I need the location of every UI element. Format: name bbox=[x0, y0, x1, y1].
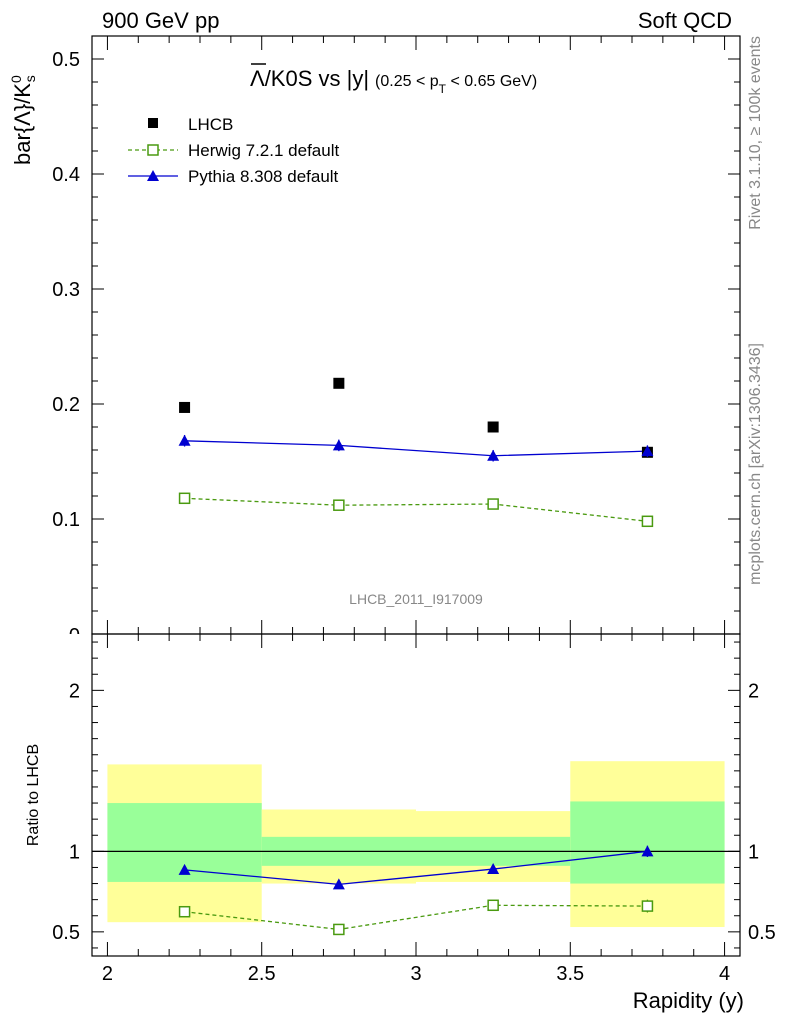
analysis-watermark: LHCB_2011_I917009 bbox=[349, 591, 483, 607]
ratio-y-axis-title: Ratio to LHCB bbox=[25, 744, 42, 846]
x-tick-label: 4 bbox=[719, 963, 730, 985]
legend-lhcb-label: LHCB bbox=[188, 115, 233, 134]
main-pythia-line-path bbox=[184, 440, 648, 457]
main-pythia-point-2 bbox=[487, 449, 500, 461]
ratio-pythia-point-2 bbox=[487, 863, 500, 875]
ratio-y-tick-label-right: 0.5 bbox=[748, 922, 776, 944]
main-pythia-point-0 bbox=[178, 434, 191, 446]
x-tick-labels: 2 2.5 3 3.5 4 bbox=[102, 963, 730, 985]
main-pythia-point-1 bbox=[332, 439, 345, 451]
ratio-pythia-line-path bbox=[184, 850, 648, 886]
ratio-green-band-3 bbox=[570, 801, 725, 884]
ratio-series-markers bbox=[178, 845, 654, 936]
main-y-tick-label: 0.1 bbox=[52, 509, 80, 531]
legend-lhcb-marker bbox=[148, 118, 158, 128]
main-herwig-point-1 bbox=[333, 499, 345, 511]
legend-herwig-marker bbox=[147, 144, 159, 156]
main-chart-title: Λ/K0S vs |y| (0.25 < pT < 0.65 GeV) bbox=[250, 66, 537, 96]
x-axis-title: Rapidity (y) bbox=[633, 988, 744, 1013]
ratio-y-tick-labels-right: 0.5 1 2 bbox=[748, 680, 776, 944]
ratio-plot-panel: 0.5 1 2 0.5 1 2 2 2.5 3 3.5 4 Ratio to LHCB Rapi… bbox=[25, 633, 776, 1013]
legend-herwig-label: Herwig 7.2.1 default bbox=[188, 141, 339, 160]
ratio-y-tick-label-left: 2 bbox=[69, 680, 80, 702]
header-right-label: Soft QCD bbox=[638, 8, 732, 33]
ratio-y-tick-label-left: 1 bbox=[69, 841, 80, 863]
main-y-tick-label: 0.5 bbox=[52, 49, 80, 71]
x-tick-label: 2 bbox=[102, 963, 113, 985]
main-y-tick-label: 0.4 bbox=[52, 164, 80, 186]
pythia-series-line-main bbox=[184, 440, 648, 457]
main-y-tick-label: 0.3 bbox=[52, 279, 80, 301]
main-herwig-point-2 bbox=[487, 498, 499, 510]
main-y-tick-label: 0.2 bbox=[52, 394, 80, 416]
main-herwig-line-path bbox=[184, 497, 648, 522]
ratio-y-tick-label-left: 0.5 bbox=[52, 922, 80, 944]
ratio-herwig-point-1 bbox=[333, 923, 345, 936]
pythia-series-line-ratio bbox=[184, 850, 648, 886]
main-pythia-point-3 bbox=[641, 445, 654, 457]
ratio-uncertainty-bands bbox=[107, 761, 725, 928]
main-y-tick-labels: 0.1 0.2 0.3 0.4 0.5 bbox=[52, 49, 80, 531]
legend-pythia-label: Pythia 8.308 default bbox=[188, 167, 339, 186]
ratio-pythia-point-3 bbox=[641, 845, 654, 857]
main-herwig-point-3 bbox=[641, 515, 654, 528]
legend-pythia-marker bbox=[147, 170, 159, 181]
legend: LHCB Herwig 7.2.1 default Pythia 8.308 d… bbox=[128, 115, 339, 186]
ratio-pythia-point-1 bbox=[332, 878, 345, 890]
ratio-y-tick-labels-left: 0.5 1 2 bbox=[52, 680, 80, 944]
main-plot-panel: 0.1 0.2 0.3 0.4 0.5 0 bar{Λ}/K0s Λ/K0S vs |y… bbox=[8, 35, 741, 647]
ratio-herwig-point-2 bbox=[487, 899, 499, 912]
ratio-herwig-point-3 bbox=[641, 900, 654, 912]
main-axis-ticks bbox=[92, 36, 740, 635]
main-y-tick-label-zero: 0 bbox=[69, 625, 80, 647]
main-lhcb-point-2 bbox=[487, 421, 499, 433]
x-tick-label: 2.5 bbox=[248, 963, 276, 985]
ratio-y-tick-label-right: 2 bbox=[748, 680, 759, 702]
main-series-markers bbox=[178, 377, 654, 528]
main-lhcb-point-1 bbox=[333, 377, 345, 389]
main-herwig-point-0 bbox=[178, 492, 191, 505]
x-tick-label: 3.5 bbox=[556, 963, 584, 985]
ratio-y-tick-label-right: 1 bbox=[748, 841, 759, 863]
ratio-axis-ticks bbox=[92, 634, 740, 956]
ratio-pythia-point-0 bbox=[178, 863, 191, 875]
header-left-label: 900 GeV pp bbox=[102, 8, 219, 33]
ratio-herwig-line-path bbox=[184, 904, 648, 931]
mcplots-reference-label: mcplots.cern.ch [arXiv:1306.3436] bbox=[747, 343, 764, 585]
main-y-axis-title: bar{Λ}/K0s bbox=[8, 75, 38, 165]
rivet-version-label: Rivet 3.1.10, ≥ 100k events bbox=[747, 36, 764, 230]
x-tick-label: 3 bbox=[410, 963, 421, 985]
ratio-herwig-point-0 bbox=[178, 905, 191, 918]
herwig-series-line-ratio bbox=[184, 904, 648, 931]
herwig-series-line-main bbox=[184, 497, 648, 522]
main-lhcb-point-0 bbox=[179, 401, 191, 413]
